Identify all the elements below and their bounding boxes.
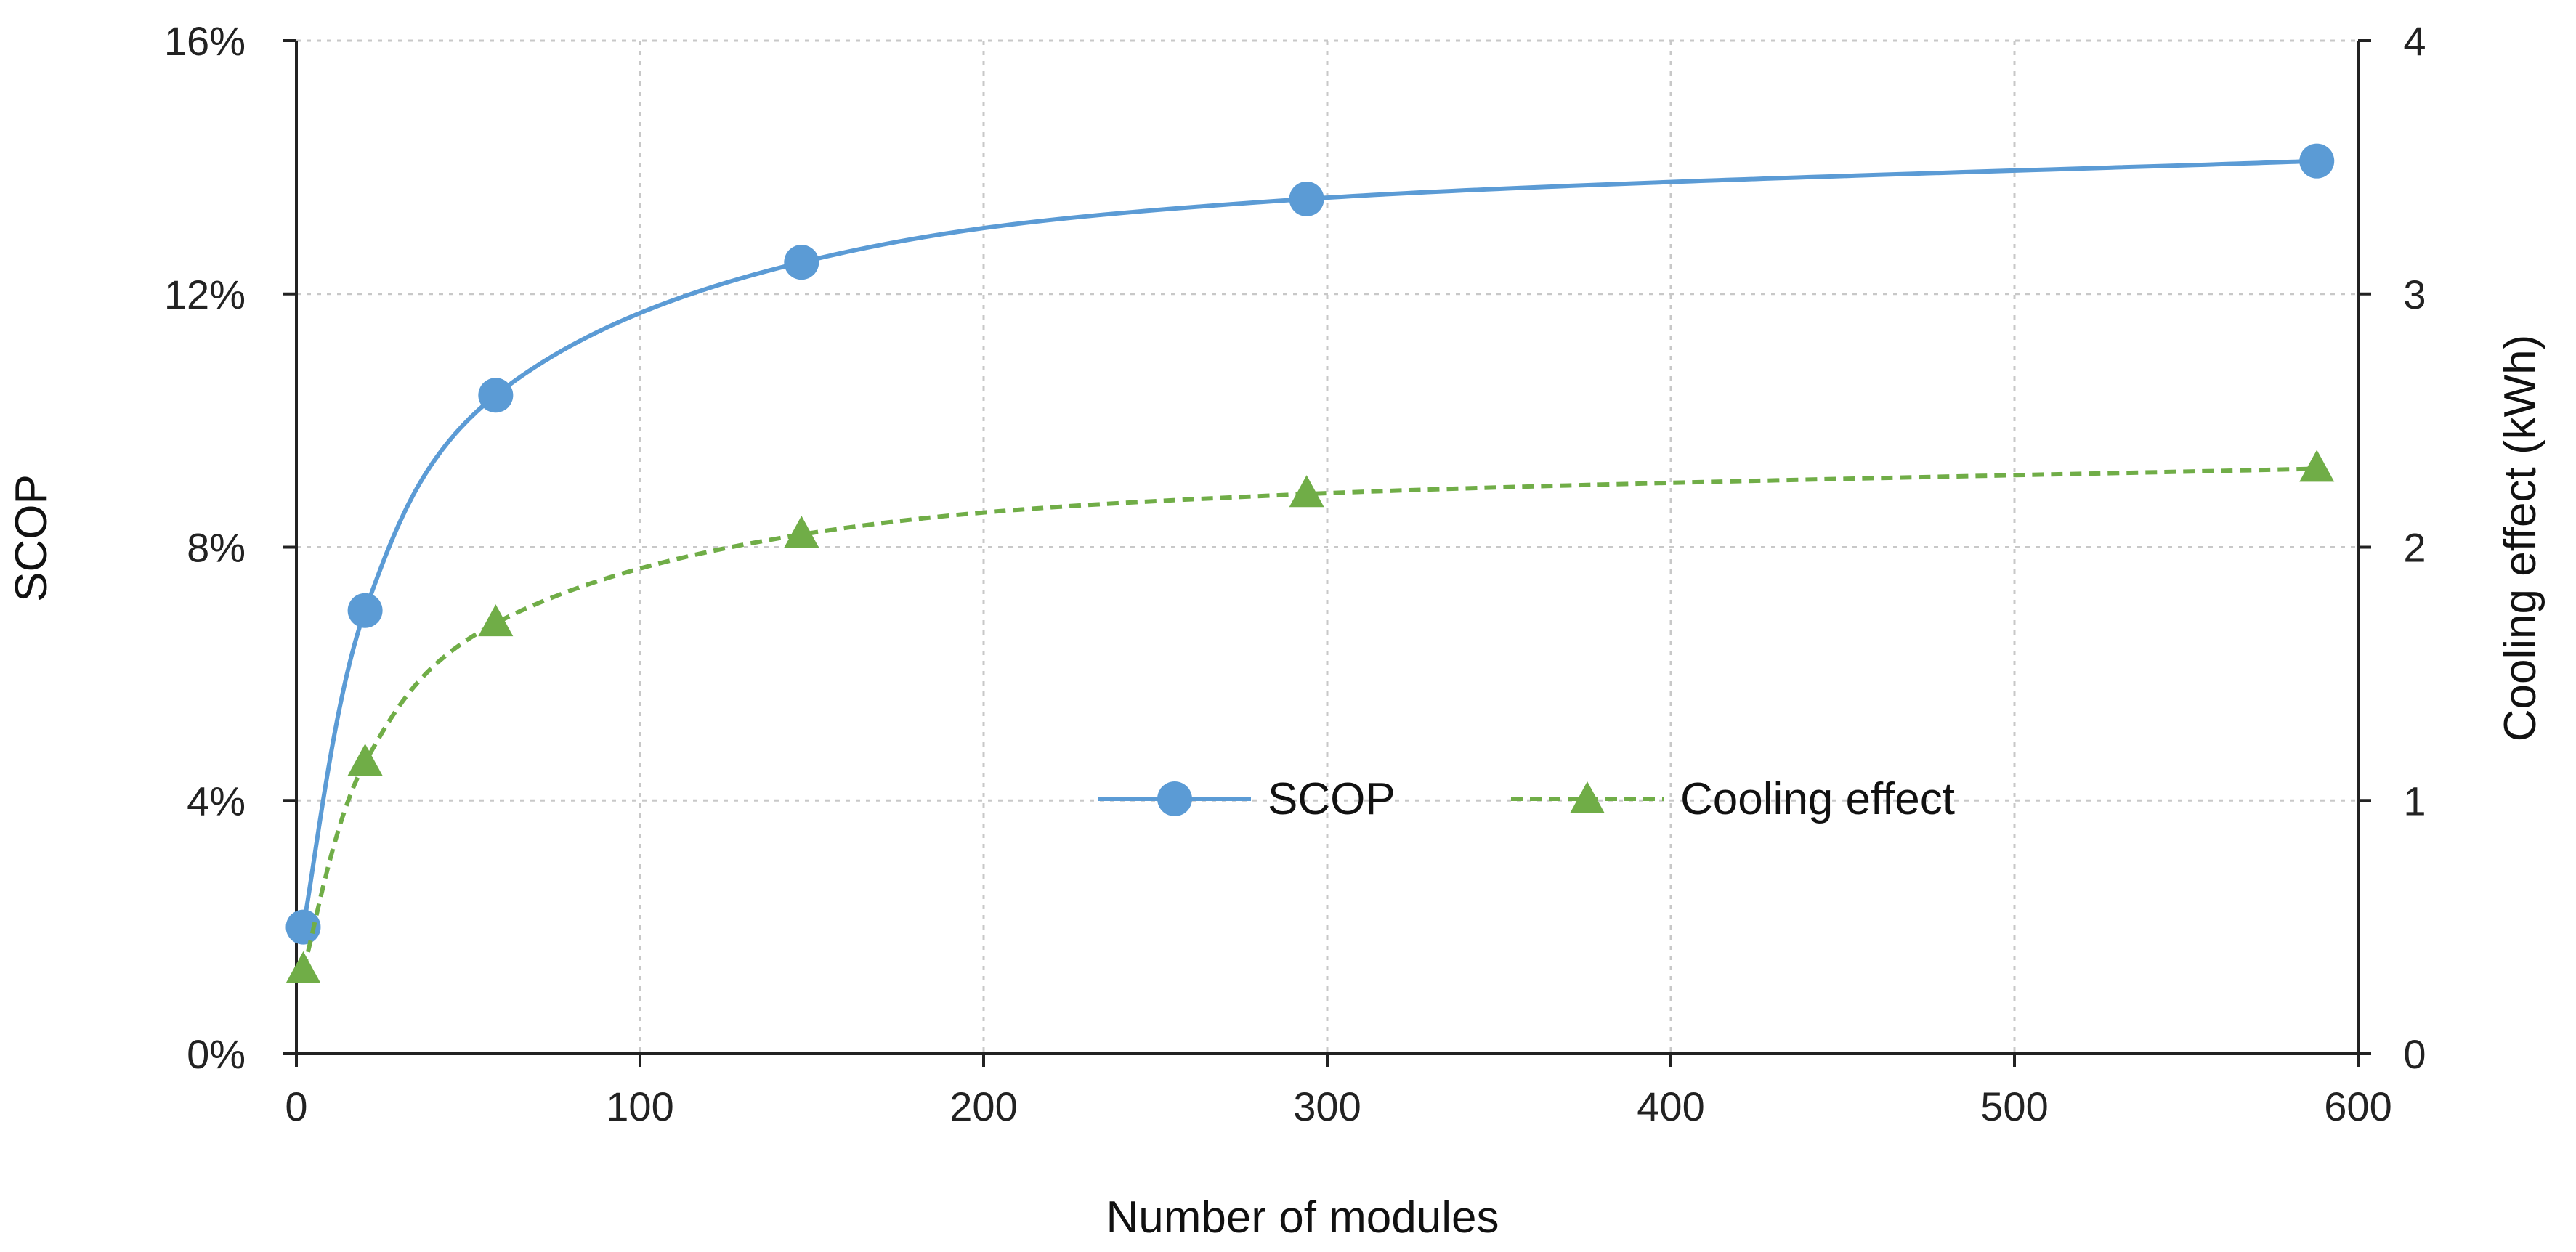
x-tick-label: 500 <box>1980 1084 2048 1129</box>
y-left-axis-title: SCOP <box>7 474 57 602</box>
cooling-effect-point <box>478 604 514 637</box>
x-tick-label: 400 <box>1637 1084 1704 1129</box>
legend-scop-marker <box>1157 781 1192 816</box>
legend-scop-label: SCOP <box>1268 774 1396 824</box>
y-left-tick-label: 0% <box>187 1031 246 1077</box>
y-right-axis-title: Cooling effect (kWh) <box>2495 335 2545 742</box>
y-right-ticks: 0 1 2 3 4 <box>2358 18 2426 1077</box>
y-right-tick-label: 3 <box>2403 272 2426 317</box>
scop-point <box>285 909 321 945</box>
cooling-effect-point <box>1289 475 1324 508</box>
y-left-ticks: 0% 4% 8% 12% 16% <box>164 18 296 1077</box>
y-right-tick-label: 0 <box>2403 1031 2426 1077</box>
legend-cooling-label: Cooling effect <box>1680 774 1955 824</box>
legend-cooling-marker <box>1570 781 1605 813</box>
x-ticks: 0 100 200 300 400 500 600 <box>285 1054 2392 1129</box>
y-left-tick-label: 12% <box>164 272 246 317</box>
scop-point <box>1289 181 1324 216</box>
cooling-effect-point <box>2299 450 2335 482</box>
y-left-tick-label: 4% <box>187 778 246 824</box>
scop-point <box>347 593 383 628</box>
series-cooling-effect <box>285 450 2335 983</box>
x-tick-label: 600 <box>2324 1084 2391 1129</box>
y-right-tick-label: 2 <box>2403 525 2426 571</box>
x-axis-title: Number of modules <box>1106 1192 1499 1243</box>
series-layer <box>285 143 2335 983</box>
gridlines <box>296 39 2360 1054</box>
x-tick-label: 300 <box>1293 1084 1361 1129</box>
cooling-effect-point <box>285 951 321 983</box>
legend: SCOP Cooling effect <box>1098 774 1955 824</box>
scop-point <box>478 378 514 413</box>
y-right-tick-label: 4 <box>2403 18 2426 64</box>
scop-point <box>2299 143 2335 179</box>
series-scop <box>285 143 2335 945</box>
scop-point <box>784 245 819 280</box>
y-left-tick-label: 16% <box>164 18 246 64</box>
x-tick-label: 0 <box>285 1084 307 1129</box>
x-tick-label: 200 <box>949 1084 1017 1129</box>
y-left-tick-label: 8% <box>187 525 246 571</box>
cooling-effect-line <box>301 466 2317 971</box>
y-right-tick-label: 1 <box>2403 778 2426 824</box>
cooling-effect-point <box>784 516 819 548</box>
x-tick-label: 100 <box>606 1084 673 1129</box>
cooling-effect-point <box>347 743 383 776</box>
